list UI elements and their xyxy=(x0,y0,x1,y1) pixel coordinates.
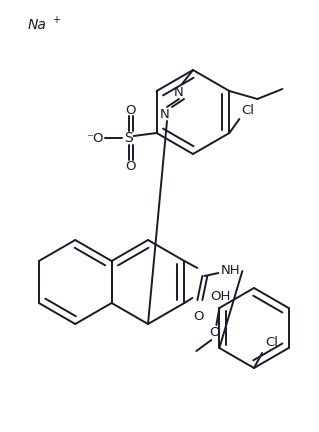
Text: S: S xyxy=(124,131,133,145)
Text: Cl: Cl xyxy=(265,337,278,349)
Text: OH: OH xyxy=(210,289,231,302)
Text: O: O xyxy=(125,159,136,172)
Text: +: + xyxy=(52,15,60,25)
Text: NH: NH xyxy=(220,264,240,277)
Text: O: O xyxy=(125,104,136,117)
Text: O: O xyxy=(209,327,219,340)
Text: ⁻O: ⁻O xyxy=(86,131,103,144)
Text: O: O xyxy=(193,309,204,323)
Text: N: N xyxy=(174,86,184,98)
Text: Na: Na xyxy=(28,18,47,32)
Text: N: N xyxy=(160,108,170,121)
Text: Cl: Cl xyxy=(241,105,254,118)
